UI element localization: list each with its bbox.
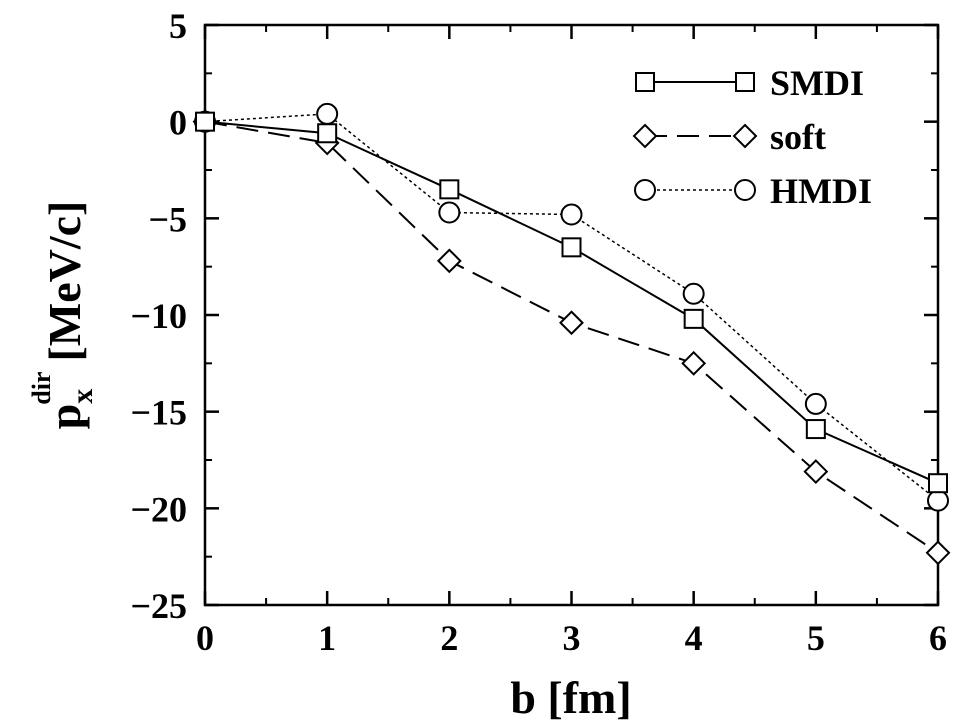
legend-marker [632, 123, 658, 149]
legend-marker [735, 72, 755, 92]
y-tick-label: −25 [130, 586, 187, 626]
data-point-hmdi [560, 203, 583, 226]
series-group [192, 102, 951, 566]
y-axis-title-subscript: x [66, 389, 99, 404]
legend-marker [635, 72, 655, 92]
svg-text:pxdir[MeV/c]: pxdir [MeV/c] [27, 201, 99, 430]
y-tick-label: −20 [130, 489, 187, 529]
data-point-hmdi [927, 489, 949, 512]
x-tick-label: 4 [685, 618, 703, 658]
y-axis-title-superscript: dir [27, 372, 56, 405]
data-point-hmdi [316, 102, 339, 125]
legend-marker [634, 179, 656, 201]
legend-label: SMDI [770, 63, 864, 103]
x-tick-label: 6 [929, 618, 947, 658]
data-point-soft [925, 540, 951, 566]
y-tick-label: −5 [148, 199, 187, 239]
data-point-soft [559, 310, 584, 336]
legend-marker [734, 179, 756, 201]
y-tick-label: 0 [169, 103, 187, 143]
x-tick-label: 3 [563, 618, 581, 658]
legend: SMDI soft HMDI [632, 63, 872, 211]
data-point-smdi [805, 419, 826, 440]
x-tick-label: 5 [807, 618, 825, 658]
legend-label: soft [770, 117, 826, 157]
y-tick-label: −15 [130, 393, 187, 433]
y-axis-title-unit: [MeV/c] [39, 201, 90, 362]
x-tick-label: 2 [440, 618, 458, 658]
series-smdi [195, 111, 948, 494]
legend-label: HMDI [770, 171, 872, 211]
data-point-smdi [683, 308, 704, 329]
legend-item-hmdi: HMDI [634, 171, 872, 211]
data-point-soft [681, 350, 707, 376]
y-axis-title: pxdir [MeV/c] [27, 201, 99, 430]
data-point-soft [803, 459, 829, 485]
legend-item-soft: soft [632, 117, 826, 157]
legend-item-smdi: SMDI [635, 63, 864, 103]
y-tick-label: 5 [169, 6, 187, 46]
legend-marker [732, 123, 758, 149]
x-tick-label: 1 [318, 618, 336, 658]
data-point-hmdi [438, 201, 461, 224]
series-hmdi [194, 102, 949, 512]
data-point-soft [436, 248, 462, 274]
y-axis-title-main: p [39, 404, 90, 430]
x-tick-label: 0 [196, 618, 214, 658]
x-axis-title: b [fm] [510, 672, 631, 723]
data-point-smdi [317, 123, 338, 144]
data-point-smdi [561, 237, 582, 258]
y-tick-label: −10 [130, 296, 187, 336]
ticks: 0 1 2 3 4 5 6 5 0 −5 −10 −15 −20 −25 [130, 6, 947, 658]
data-point-smdi [195, 111, 215, 132]
data-point-smdi [928, 473, 948, 494]
data-point-hmdi [804, 392, 827, 415]
data-point-smdi [439, 179, 460, 200]
data-point-hmdi [682, 282, 705, 305]
